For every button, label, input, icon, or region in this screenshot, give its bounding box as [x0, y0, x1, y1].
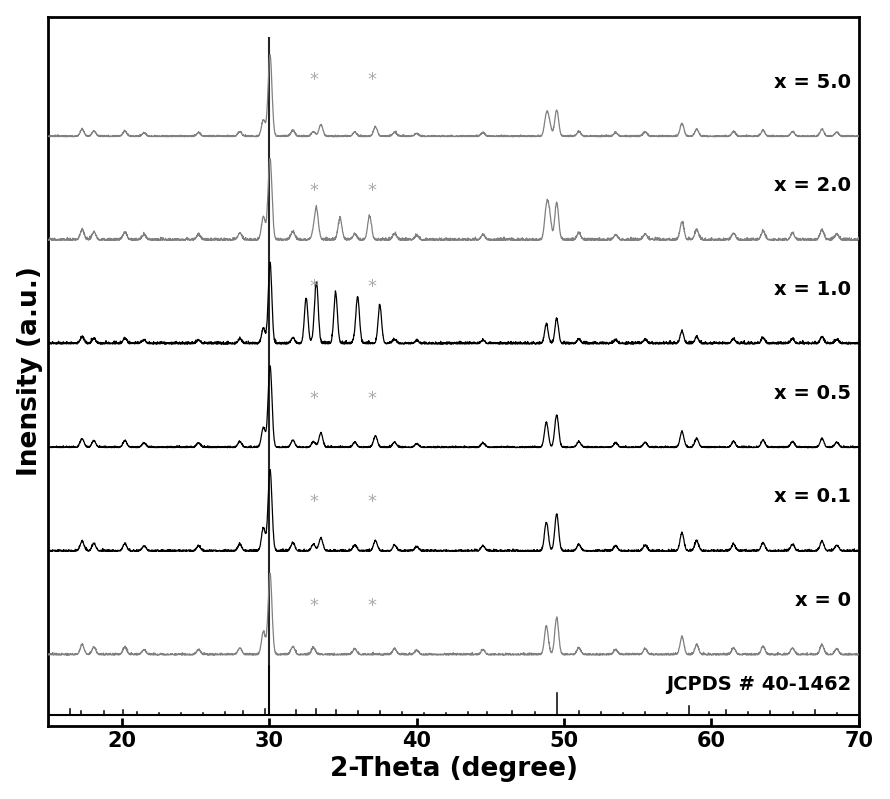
Text: x = 0: x = 0 — [796, 591, 852, 610]
Text: *: * — [368, 71, 377, 89]
Text: x = 0.5: x = 0.5 — [774, 384, 852, 403]
Text: *: * — [368, 278, 377, 296]
Text: *: * — [368, 390, 377, 407]
Text: *: * — [309, 597, 318, 615]
Text: x = 5.0: x = 5.0 — [774, 73, 852, 92]
Text: x = 0.1: x = 0.1 — [774, 487, 852, 507]
Text: *: * — [368, 182, 377, 201]
Text: *: * — [309, 182, 318, 201]
Text: *: * — [368, 597, 377, 615]
Text: x = 1.0: x = 1.0 — [774, 280, 852, 299]
Text: *: * — [309, 493, 318, 511]
Text: JCPDS # 40-1462: JCPDS # 40-1462 — [667, 675, 852, 694]
Text: *: * — [309, 278, 318, 296]
Text: *: * — [309, 71, 318, 89]
Text: *: * — [309, 390, 318, 407]
X-axis label: 2-Theta (degree): 2-Theta (degree) — [329, 757, 578, 782]
Y-axis label: Inensity (a.u.): Inensity (a.u.) — [17, 266, 43, 476]
Text: x = 2.0: x = 2.0 — [774, 177, 852, 195]
Text: *: * — [368, 493, 377, 511]
